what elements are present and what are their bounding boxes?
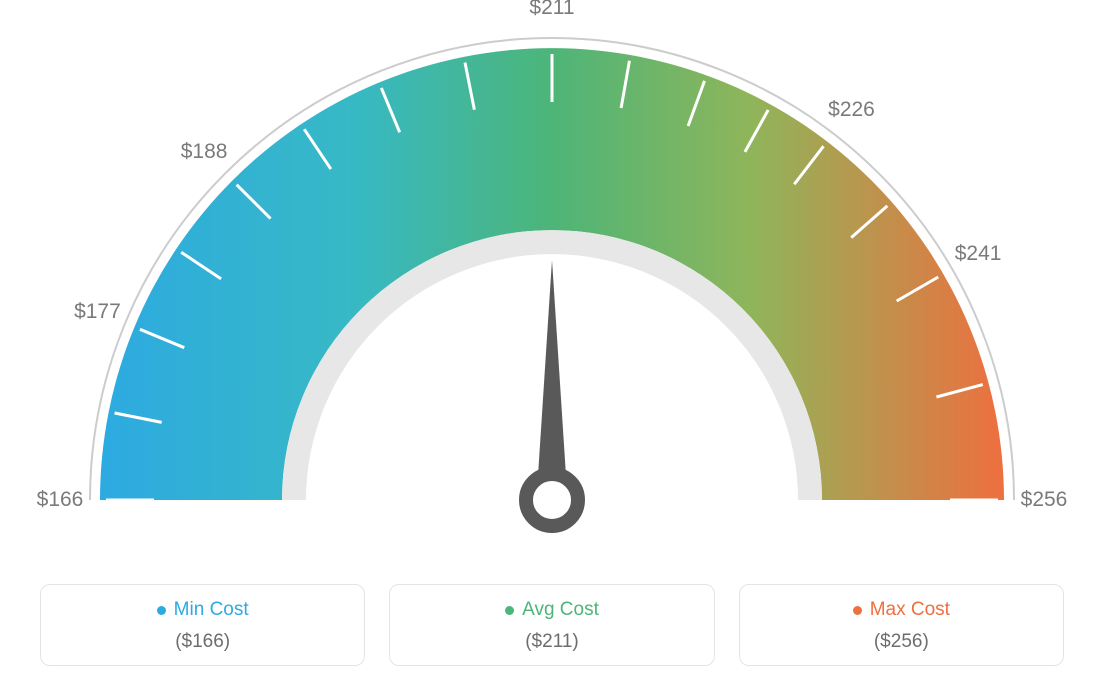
legend-label-min: Min Cost [174,599,249,621]
legend-title-max: Max Cost [853,599,950,621]
cost-gauge-chart: { "gauge": { "type": "gauge", "min_value… [0,0,1104,690]
legend-card-min: Min Cost ($166) [40,584,365,666]
gauge-area: $166 $177 $188 $211 $226 $241 $256 [0,0,1104,560]
legend-value-avg: ($211) [400,631,703,653]
legend-value-max: ($256) [750,631,1053,653]
gauge-tick-label: $226 [828,98,875,122]
gauge-tick-label: $241 [955,242,1002,266]
gauge-tick-label: $256 [1021,488,1068,512]
legend-row: Min Cost ($166) Avg Cost ($211) Max Cost… [40,584,1064,666]
legend-dot-min [157,606,166,615]
gauge-svg [0,0,1104,560]
legend-title-avg: Avg Cost [505,599,599,621]
legend-card-avg: Avg Cost ($211) [389,584,714,666]
gauge-tick-label: $177 [74,300,121,324]
legend-dot-avg [505,606,514,615]
gauge-tick-label: $166 [37,488,84,512]
legend-value-min: ($166) [51,631,354,653]
legend-card-max: Max Cost ($256) [739,584,1064,666]
legend-label-max: Max Cost [870,599,950,621]
gauge-tick-label: $211 [529,0,574,20]
legend-label-avg: Avg Cost [522,599,599,621]
legend-dot-max [853,606,862,615]
gauge-tick-label: $188 [181,140,228,164]
legend-title-min: Min Cost [157,599,249,621]
